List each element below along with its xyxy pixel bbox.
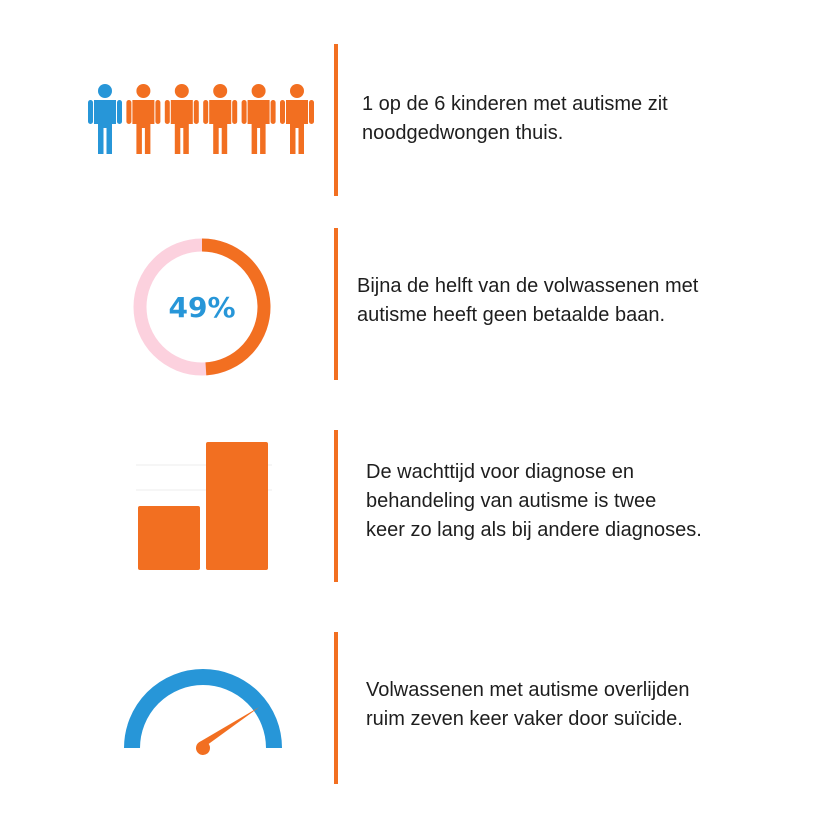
bar-short (138, 506, 200, 570)
people-icon (88, 84, 314, 154)
bar-comparison-icon (136, 442, 272, 570)
person-icon (126, 84, 161, 154)
person-icon (88, 84, 122, 154)
stat-text-4: Volwassenen met autisme overlijden ruim … (366, 679, 690, 730)
donut-progress-icon: 49% (133, 238, 271, 376)
donut-percent-label: 49% (168, 291, 235, 324)
divider-4 (334, 632, 338, 784)
divider-1 (334, 44, 338, 196)
gauge-arc (124, 669, 282, 749)
stat-text-2: Bijna de helft van de volwassenen met au… (357, 275, 699, 326)
speedometer-icon (124, 669, 282, 755)
person-icon (203, 84, 238, 154)
donut-arc (201, 238, 271, 376)
stat-text-1: 1 op de 6 kinderen met autisme zit noodg… (362, 93, 668, 144)
person-icon (164, 84, 199, 154)
person-icon (280, 84, 314, 154)
gauge-needle (196, 706, 260, 755)
stat-text-3: De wachttijd voor diagnose en behandelin… (366, 461, 702, 541)
divider-3 (334, 430, 338, 582)
person-icon (241, 84, 276, 154)
bar-tall (206, 442, 268, 570)
divider-2 (334, 228, 338, 380)
